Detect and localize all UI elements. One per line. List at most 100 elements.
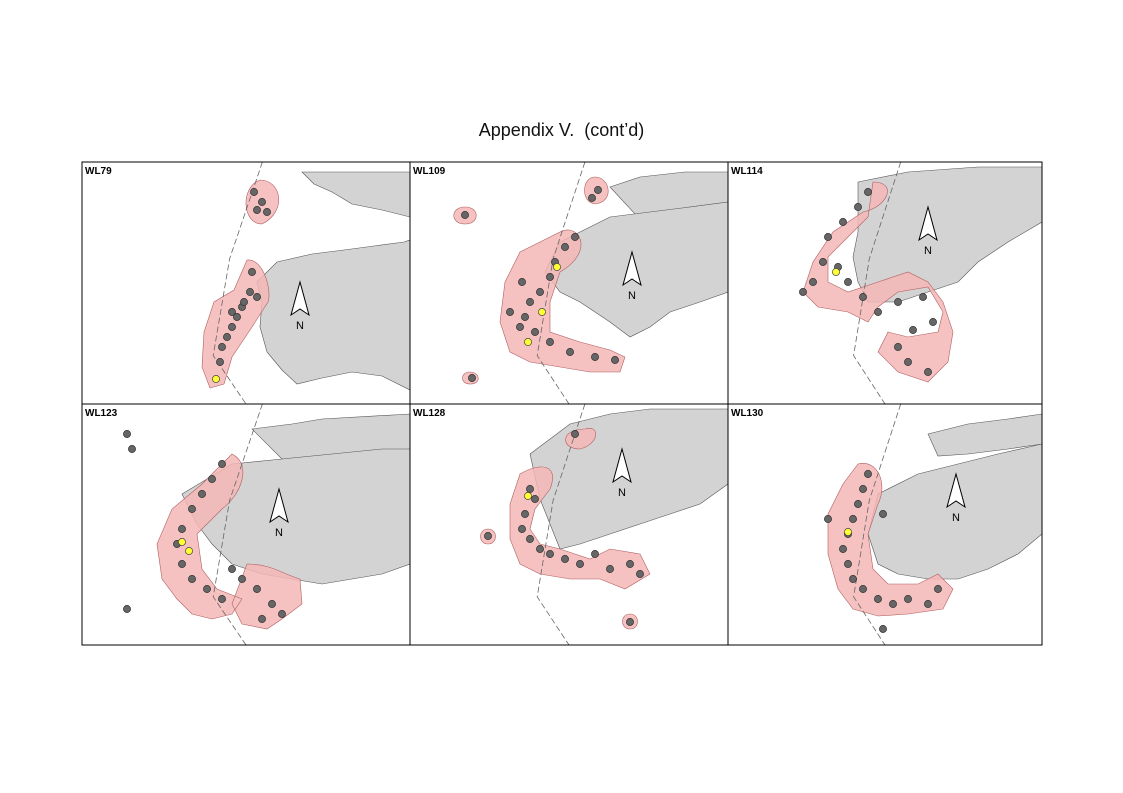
location-point <box>824 515 832 523</box>
location-point <box>253 206 261 214</box>
panel-label: WL128 <box>413 408 446 419</box>
location-point <box>859 293 867 301</box>
highlight-point <box>185 547 193 555</box>
map-panel: N WL79 <box>81 161 411 405</box>
location-point <box>561 555 569 563</box>
boundary-line <box>853 404 902 645</box>
map-content: N <box>123 404 410 645</box>
location-point <box>218 595 226 603</box>
location-point <box>854 500 862 508</box>
location-point <box>233 313 241 321</box>
location-point <box>123 430 131 438</box>
boundary-line <box>536 404 586 645</box>
location-point <box>819 258 827 266</box>
highlight-point <box>178 538 186 546</box>
location-point <box>518 278 526 286</box>
north-label: N <box>296 320 304 332</box>
panel-label: WL79 <box>85 166 112 177</box>
location-point <box>904 358 912 366</box>
location-point <box>526 485 534 493</box>
location-point <box>128 445 136 453</box>
north-arrow <box>612 447 632 484</box>
home-range <box>802 181 954 383</box>
location-point <box>879 510 887 518</box>
location-point <box>606 565 614 573</box>
location-point <box>223 333 231 341</box>
location-point <box>484 532 492 540</box>
location-point <box>468 374 476 382</box>
location-point <box>864 188 872 196</box>
map-content: N <box>799 162 1042 404</box>
location-point <box>123 605 131 613</box>
location-point <box>859 585 867 593</box>
boundary-line <box>536 162 586 404</box>
location-point <box>246 288 254 296</box>
north-label: N <box>275 527 283 539</box>
location-point <box>278 610 286 618</box>
location-point <box>506 308 514 316</box>
home-range <box>480 427 651 630</box>
page-title: Appendix V. (cont’d) <box>478 120 645 140</box>
map-panel: N WL114 <box>727 161 1043 405</box>
location-point <box>636 570 644 578</box>
location-point <box>909 326 917 334</box>
map-panel: N WL123 <box>81 403 411 646</box>
location-point <box>894 343 902 351</box>
map-content: N <box>480 404 728 645</box>
location-point <box>526 535 534 543</box>
location-point <box>516 323 524 331</box>
location-point <box>198 490 206 498</box>
map-panel: N WL130 <box>727 403 1043 646</box>
north-label: N <box>952 512 960 524</box>
location-point <box>854 203 862 211</box>
location-point <box>526 298 534 306</box>
location-point <box>228 323 236 331</box>
highlight-point <box>538 308 546 316</box>
location-point <box>809 278 817 286</box>
land <box>181 448 410 585</box>
location-point <box>924 600 932 608</box>
land <box>867 443 1042 580</box>
north-label: N <box>618 487 626 499</box>
highlight-point <box>524 338 532 346</box>
panel-label: WL130 <box>731 408 764 419</box>
location-point <box>250 188 258 196</box>
home-range <box>156 453 303 630</box>
location-point <box>248 268 256 276</box>
map-content: N <box>201 162 410 404</box>
location-point <box>576 560 584 568</box>
location-point <box>571 430 579 438</box>
boundary-line <box>853 162 902 404</box>
location-point <box>591 550 599 558</box>
location-point <box>518 525 526 533</box>
location-point <box>844 560 852 568</box>
location-point <box>904 595 912 603</box>
home-range <box>201 179 279 389</box>
location-point <box>591 353 599 361</box>
boundary-line <box>212 162 263 404</box>
boundary-line <box>212 404 263 645</box>
location-point <box>216 358 224 366</box>
highlight-point <box>524 492 532 500</box>
highlight-point <box>212 375 220 383</box>
location-point <box>799 288 807 296</box>
location-point <box>228 308 236 316</box>
location-point <box>268 600 276 608</box>
location-point <box>263 208 271 216</box>
location-point <box>864 470 872 478</box>
location-point <box>879 625 887 633</box>
location-point <box>824 233 832 241</box>
location-point <box>849 515 857 523</box>
location-point <box>218 343 226 351</box>
location-point <box>839 218 847 226</box>
location-point <box>240 298 248 306</box>
location-point <box>228 565 236 573</box>
map-content: N <box>824 404 1042 645</box>
location-point <box>894 298 902 306</box>
north-arrow <box>290 280 310 317</box>
location-point <box>546 550 554 558</box>
location-point <box>566 348 574 356</box>
location-point <box>253 293 261 301</box>
location-point <box>531 328 539 336</box>
